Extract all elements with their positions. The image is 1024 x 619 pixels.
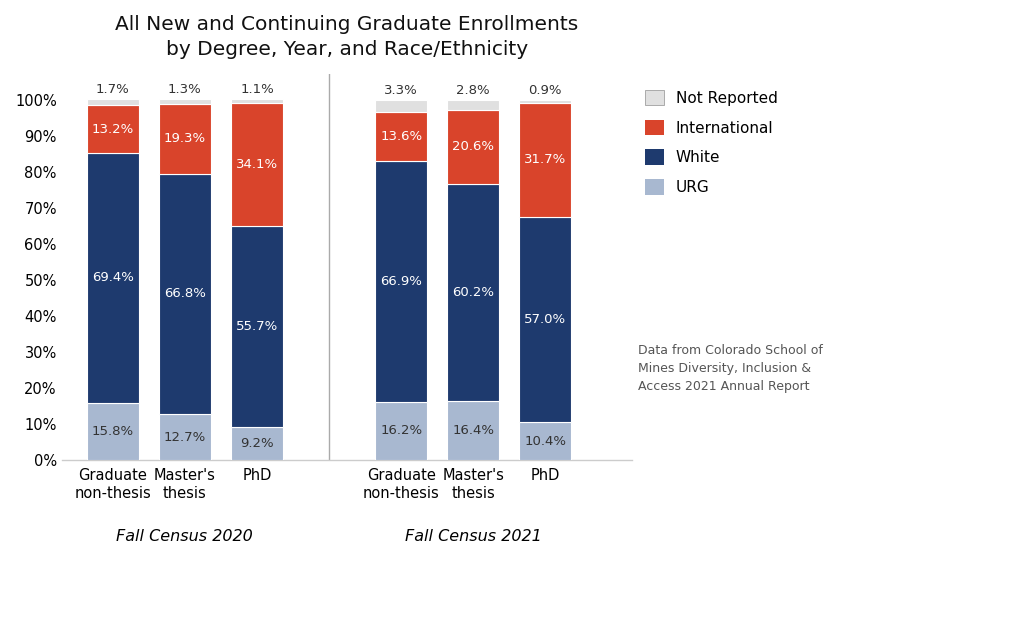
Text: 10.4%: 10.4% bbox=[524, 435, 566, 448]
Text: 2.8%: 2.8% bbox=[457, 84, 490, 97]
Text: 19.3%: 19.3% bbox=[164, 132, 206, 145]
Text: 34.1%: 34.1% bbox=[236, 158, 279, 171]
Text: 9.2%: 9.2% bbox=[241, 437, 273, 450]
Bar bbox=[87, 99, 138, 105]
Text: 69.4%: 69.4% bbox=[92, 272, 134, 285]
Text: 31.7%: 31.7% bbox=[524, 154, 566, 167]
Bar bbox=[447, 100, 500, 110]
Bar bbox=[375, 111, 427, 160]
Text: 13.6%: 13.6% bbox=[380, 129, 422, 142]
Text: 57.0%: 57.0% bbox=[524, 313, 566, 326]
Bar bbox=[447, 110, 500, 184]
Text: 0.9%: 0.9% bbox=[528, 84, 562, 97]
Text: 13.2%: 13.2% bbox=[92, 123, 134, 136]
Bar bbox=[159, 414, 211, 460]
Text: 60.2%: 60.2% bbox=[453, 286, 495, 299]
Bar bbox=[231, 99, 283, 103]
Bar bbox=[231, 426, 283, 460]
Bar bbox=[159, 99, 211, 104]
Bar bbox=[519, 217, 571, 422]
Text: 12.7%: 12.7% bbox=[164, 430, 206, 443]
Legend: Not Reported, International, White, URG: Not Reported, International, White, URG bbox=[645, 90, 777, 195]
Bar bbox=[375, 402, 427, 460]
Bar bbox=[519, 422, 571, 460]
Text: 20.6%: 20.6% bbox=[453, 141, 495, 154]
Bar bbox=[519, 103, 571, 217]
Text: 1.3%: 1.3% bbox=[168, 84, 202, 97]
Bar bbox=[159, 104, 211, 173]
Bar bbox=[231, 103, 283, 226]
Bar bbox=[159, 173, 211, 414]
Text: 66.9%: 66.9% bbox=[380, 275, 422, 288]
Text: 3.3%: 3.3% bbox=[384, 84, 418, 97]
Text: 1.7%: 1.7% bbox=[96, 84, 130, 97]
Text: 1.1%: 1.1% bbox=[240, 84, 273, 97]
Title: All New and Continuing Graduate Enrollments
by Degree, Year, and Race/Ethnicity: All New and Continuing Graduate Enrollme… bbox=[116, 15, 579, 59]
Bar bbox=[375, 160, 427, 402]
Text: 55.7%: 55.7% bbox=[236, 320, 279, 333]
Bar bbox=[87, 153, 138, 403]
Text: 15.8%: 15.8% bbox=[92, 425, 134, 438]
Text: 16.4%: 16.4% bbox=[453, 424, 495, 437]
Text: 16.2%: 16.2% bbox=[380, 424, 422, 437]
Bar bbox=[87, 403, 138, 460]
Text: Fall Census 2020: Fall Census 2020 bbox=[117, 529, 253, 544]
Bar bbox=[447, 400, 500, 460]
Bar bbox=[375, 100, 427, 111]
Text: Data from Colorado School of
Mines Diversity, Inclusion &
Access 2021 Annual Rep: Data from Colorado School of Mines Diver… bbox=[638, 344, 822, 393]
Bar bbox=[231, 226, 283, 426]
Bar bbox=[447, 184, 500, 400]
Bar bbox=[519, 100, 571, 103]
Text: 66.8%: 66.8% bbox=[164, 287, 206, 300]
Text: Fall Census 2021: Fall Census 2021 bbox=[404, 529, 542, 544]
Bar bbox=[87, 105, 138, 153]
